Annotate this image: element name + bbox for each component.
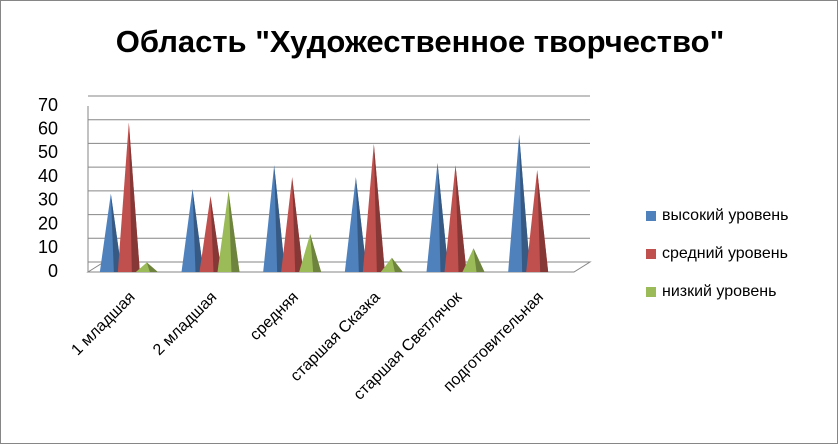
cone-shade xyxy=(146,262,158,272)
legend-label: низкий уровень xyxy=(662,283,776,300)
y-tick-label: 50 xyxy=(38,142,58,162)
y-tick-label: 0 xyxy=(48,261,58,281)
cone-shade xyxy=(274,165,286,272)
y-tick-label: 70 xyxy=(38,95,58,115)
cone-shade xyxy=(292,177,304,272)
legend-label: средний уровень xyxy=(662,245,788,262)
cone-shade xyxy=(537,170,549,272)
cone-shade xyxy=(391,257,403,272)
cone-shade xyxy=(437,162,449,272)
cone-shade xyxy=(355,177,367,272)
cone-shade xyxy=(473,248,485,272)
cone-shade xyxy=(310,234,322,272)
y-tick-label: 60 xyxy=(38,118,58,138)
cone-shade xyxy=(455,165,467,272)
cone-shade xyxy=(128,122,140,272)
legend-swatch xyxy=(646,211,656,221)
cone-shade xyxy=(110,193,122,272)
chart-title: Область "Художественное творчество" xyxy=(116,24,725,59)
y-tick-label: 30 xyxy=(38,190,58,210)
cone-shade xyxy=(192,189,204,272)
cone-shade xyxy=(210,196,222,272)
legend-swatch xyxy=(646,287,656,297)
y-tick-label: 40 xyxy=(38,166,58,186)
cone-shade xyxy=(373,143,385,272)
cone-shade xyxy=(519,134,531,272)
legend-swatch xyxy=(646,249,656,259)
y-tick-label: 10 xyxy=(38,237,58,257)
y-tick-label: 20 xyxy=(38,213,58,233)
cone-shade xyxy=(228,191,240,272)
legend-label: высокий уровень xyxy=(662,207,788,224)
